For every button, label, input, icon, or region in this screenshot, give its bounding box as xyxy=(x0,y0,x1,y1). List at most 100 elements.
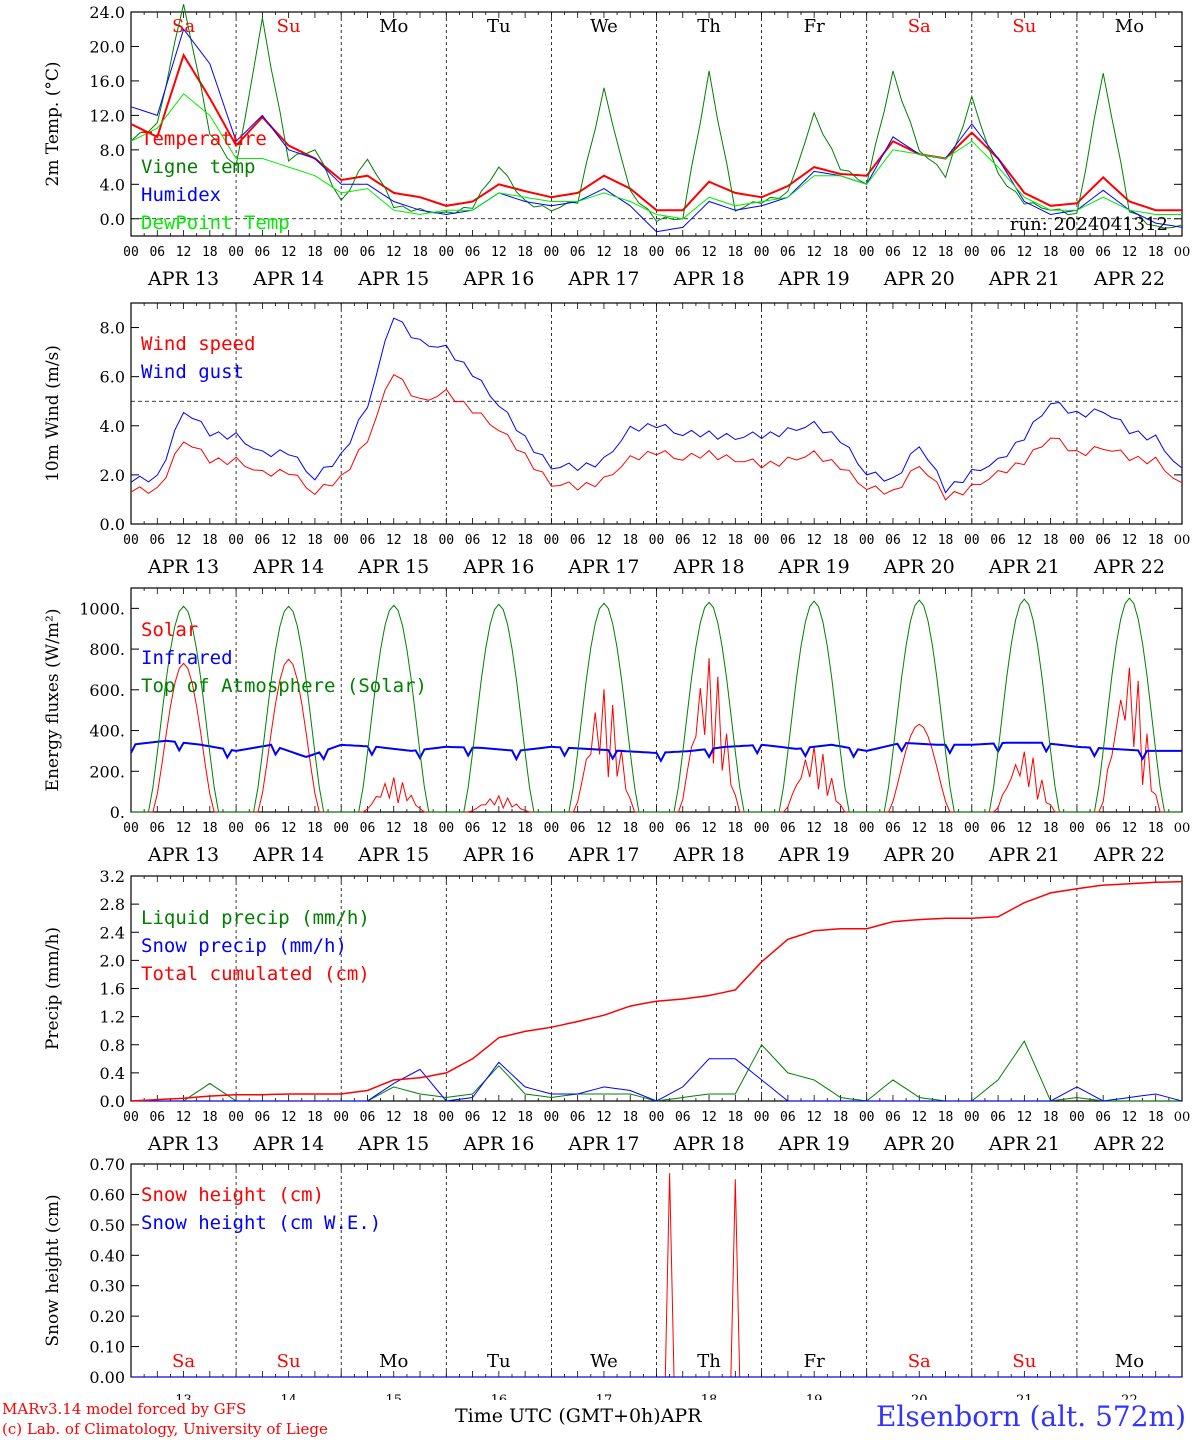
day-label: APR 20 xyxy=(883,1133,955,1155)
y-axis-label: Energy fluxes (W/m²) xyxy=(43,609,63,792)
legend-entry: Wind speed xyxy=(141,333,255,355)
hour-tick-label: 12 xyxy=(1122,1110,1138,1125)
hour-tick-label: 00 xyxy=(964,1110,980,1125)
legend-entry: Solar xyxy=(141,619,198,641)
hour-tick-label: 18 xyxy=(412,533,428,548)
y-tick-label: 0.20 xyxy=(89,1307,125,1326)
hour-tick-label: 12 xyxy=(1122,821,1138,836)
legend-entry: Temperature xyxy=(141,128,267,150)
hour-tick-label: 06 xyxy=(360,533,376,548)
day-label: APR 16 xyxy=(462,556,534,578)
hour-tick-label: 06 xyxy=(780,245,796,260)
y-tick-label: 0. xyxy=(110,803,125,822)
hour-tick-label: 00 xyxy=(754,1110,770,1125)
hour-tick-label: 18 xyxy=(202,245,218,260)
weekday-label: Th xyxy=(697,16,721,37)
hour-tick-label: 00 xyxy=(228,821,244,836)
hour-tick-label: 00 xyxy=(544,821,560,836)
hour-tick-label: 06 xyxy=(570,1110,586,1125)
day-label: APR 17 xyxy=(567,1133,639,1155)
legend-entry: Total cumulated (cm) xyxy=(141,963,370,985)
hour-tick-label: 12 xyxy=(491,245,507,260)
hour-tick-label: 12 xyxy=(1017,821,1033,836)
y-tick-label: 0.4 xyxy=(100,1064,125,1083)
series-line xyxy=(130,4,1183,229)
y-tick-label: 1000. xyxy=(79,599,125,618)
hour-tick-label: 18 xyxy=(622,821,638,836)
day-label: APR 15 xyxy=(357,1133,429,1155)
weekday-label: We xyxy=(590,1351,618,1372)
y-tick-label: 24.0 xyxy=(89,3,125,22)
day-label: APR 14 xyxy=(252,844,324,866)
hour-tick-label: 00 xyxy=(544,533,560,548)
y-tick-label: 0.40 xyxy=(89,1246,125,1265)
day-label: APR 16 xyxy=(462,268,534,290)
legend-entry: Infrared xyxy=(141,647,233,669)
hour-tick-label: 12 xyxy=(491,533,507,548)
hour-tick-label: 12 xyxy=(281,245,297,260)
hour-tick-label: 06 xyxy=(990,533,1006,548)
y-tick-label: 2.8 xyxy=(100,895,125,914)
legend-entry: Top of Atmosphere (Solar) xyxy=(141,675,427,697)
legend-entry: DewPoint Temp xyxy=(141,212,290,234)
legend-entry: Snow height (cm W.E.) xyxy=(141,1212,381,1234)
hour-tick-label: 06 xyxy=(990,245,1006,260)
hour-tick-label: 18 xyxy=(727,1110,743,1125)
day-label: APR 21 xyxy=(988,844,1060,866)
hour-tick-label: 18 xyxy=(727,533,743,548)
y-tick-label: 8.0 xyxy=(100,141,125,160)
y-tick-label: 0.0 xyxy=(100,210,125,229)
hour-tick-label: 06 xyxy=(360,245,376,260)
hour-tick-label: 00 xyxy=(859,533,875,548)
hour-tick-label: 00 xyxy=(1069,245,1085,260)
day-label: APR 22 xyxy=(1093,1133,1165,1155)
weekday-label: Sa xyxy=(172,1351,195,1372)
y-tick-label: 0.30 xyxy=(89,1277,125,1296)
hour-tick-label: 00 xyxy=(754,245,770,260)
hour-tick-label: 00 xyxy=(964,821,980,836)
weekday-label: Fr xyxy=(804,16,825,37)
hour-tick-label: 12 xyxy=(281,1110,297,1125)
hour-tick-label: 06 xyxy=(990,1110,1006,1125)
day-label: APR 21 xyxy=(988,1133,1060,1155)
series-line xyxy=(130,739,1182,763)
hour-tick-label: 00 xyxy=(1174,533,1191,548)
hour-tick-label: 00 xyxy=(649,245,665,260)
hour-tick-label: 18 xyxy=(1148,533,1164,548)
day-label: APR 20 xyxy=(883,844,955,866)
hour-tick-label: 00 xyxy=(438,533,454,548)
hour-tick-label: 12 xyxy=(176,821,192,836)
hour-tick-label: 06 xyxy=(885,1110,901,1125)
day-label: APR 18 xyxy=(673,1133,745,1155)
hour-tick-label: 12 xyxy=(596,533,612,548)
hour-tick-label: 12 xyxy=(701,821,717,836)
y-tick-label: 200. xyxy=(89,762,125,781)
hour-tick-label: 00 xyxy=(649,1110,665,1125)
hour-tick-label: 00 xyxy=(649,533,665,548)
y-tick-label: 3.2 xyxy=(100,867,125,886)
hour-tick-label: 00 xyxy=(438,1110,454,1125)
weekday-label: Mo xyxy=(1115,1351,1144,1372)
station-name: Elsenborn (alt. 572m) xyxy=(875,1400,1186,1433)
series-line xyxy=(130,28,1183,233)
hour-tick-label: 00 xyxy=(1069,1110,1085,1125)
day-number-label: 22 xyxy=(1121,1393,1138,1400)
hour-tick-label: 12 xyxy=(176,1110,192,1125)
plot-frame xyxy=(130,11,1183,237)
y-tick-label: 2.0 xyxy=(100,951,125,970)
y-tick-label: 0.0 xyxy=(100,515,125,534)
hour-tick-label: 18 xyxy=(517,1110,533,1125)
hour-tick-label: 12 xyxy=(911,821,927,836)
series-line xyxy=(130,93,1182,220)
hour-tick-label: 18 xyxy=(727,821,743,836)
day-label: APR 17 xyxy=(567,268,639,290)
meteogram-svg: 0.0 4.0 8.0 12.0 16.0 20.0 24.0 2m Temp. (°C) 00… xyxy=(43,3,1191,1400)
hour-tick-label: 12 xyxy=(911,245,927,260)
hour-tick-label: 12 xyxy=(806,533,822,548)
hour-tick-label: 18 xyxy=(517,245,533,260)
hour-tick-label: 00 xyxy=(1069,533,1085,548)
hour-tick-label: 12 xyxy=(701,245,717,260)
day-label: APR 21 xyxy=(988,268,1060,290)
hour-tick-label: 12 xyxy=(911,533,927,548)
hour-tick-label: 00 xyxy=(649,821,665,836)
